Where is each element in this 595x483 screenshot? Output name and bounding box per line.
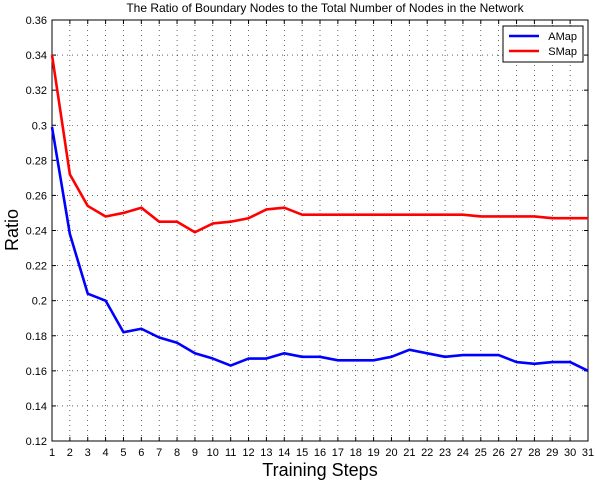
series-line-amap — [50, 126, 589, 372]
x-tick-label: 13 — [260, 447, 272, 459]
x-tick-label: 9 — [192, 447, 198, 459]
legend-box — [502, 25, 584, 63]
x-tick-label: 31 — [582, 447, 594, 459]
x-tick-label: 23 — [439, 447, 451, 459]
legend-label-amap: AMap — [548, 31, 577, 43]
y-tick-label: 0.32 — [26, 85, 47, 97]
x-tick-label: 22 — [421, 447, 433, 459]
chart-title: The Ratio of Boundary Nodes to the Total… — [126, 1, 524, 15]
y-tick-label: 0.28 — [26, 155, 47, 167]
x-tick-label: 7 — [156, 447, 162, 459]
series-lines — [50, 54, 589, 372]
x-tick-label: 20 — [385, 447, 397, 459]
x-tick-label: 17 — [332, 447, 344, 459]
x-tick-label: 21 — [403, 447, 415, 459]
y-axis-ticks: 0.12 0.14 0.16 0.18 0.2 0.22 0.24 0.26 0.28 0.3 0.… — [26, 15, 588, 448]
x-tick-label: 6 — [138, 447, 144, 459]
x-tick-label: 15 — [296, 447, 308, 459]
y-tick-label: 0.34 — [26, 50, 47, 62]
x-axis-label: Training Steps — [262, 460, 377, 480]
x-tick-label: 10 — [207, 447, 219, 459]
y-tick-label: 0.22 — [26, 261, 47, 273]
x-tick-label: 14 — [278, 447, 290, 459]
x-tick-label: 5 — [120, 447, 126, 459]
y-tick-label: 0.18 — [26, 331, 47, 343]
y-tick-label: 0.36 — [26, 15, 47, 27]
y-axis-label: Ratio — [2, 209, 22, 251]
y-tick-label: 0.14 — [26, 401, 47, 413]
x-axis-ticks: 1 2 3 4 5 6 7 8 9 10 11 12 13 14 15 16 17 18 19 20 21 22 23 24 2… — [49, 20, 594, 459]
series-line-smap — [50, 54, 588, 234]
x-tick-label: 24 — [457, 447, 469, 459]
y-tick-label: 0.26 — [26, 190, 47, 202]
x-tick-label: 19 — [367, 447, 379, 459]
legend-label-smap: SMap — [548, 46, 577, 58]
x-tick-label: 26 — [493, 447, 505, 459]
x-tick-label: 28 — [528, 447, 540, 459]
x-tick-label: 12 — [242, 447, 254, 459]
y-tick-label: 0.24 — [26, 226, 47, 238]
x-tick-label: 8 — [174, 447, 180, 459]
x-tick-label: 30 — [564, 447, 576, 459]
x-tick-label: 4 — [103, 447, 109, 459]
y-tick-label: 0.16 — [26, 366, 47, 378]
x-tick-label: 2 — [67, 447, 73, 459]
grid-lines — [52, 20, 588, 441]
y-tick-label: 0.2 — [32, 296, 47, 308]
y-tick-label: 0.3 — [32, 120, 47, 132]
x-tick-label: 29 — [546, 447, 558, 459]
x-tick-label: 1 — [49, 447, 55, 459]
x-tick-label: 16 — [314, 447, 326, 459]
x-tick-label: 27 — [510, 447, 522, 459]
y-tick-label: 0.12 — [26, 436, 47, 448]
x-tick-label: 3 — [85, 447, 91, 459]
legend: AMap SMap — [502, 25, 584, 63]
x-tick-label: 25 — [475, 447, 487, 459]
x-tick-label: 18 — [350, 447, 362, 459]
x-tick-label: 11 — [225, 447, 236, 459]
